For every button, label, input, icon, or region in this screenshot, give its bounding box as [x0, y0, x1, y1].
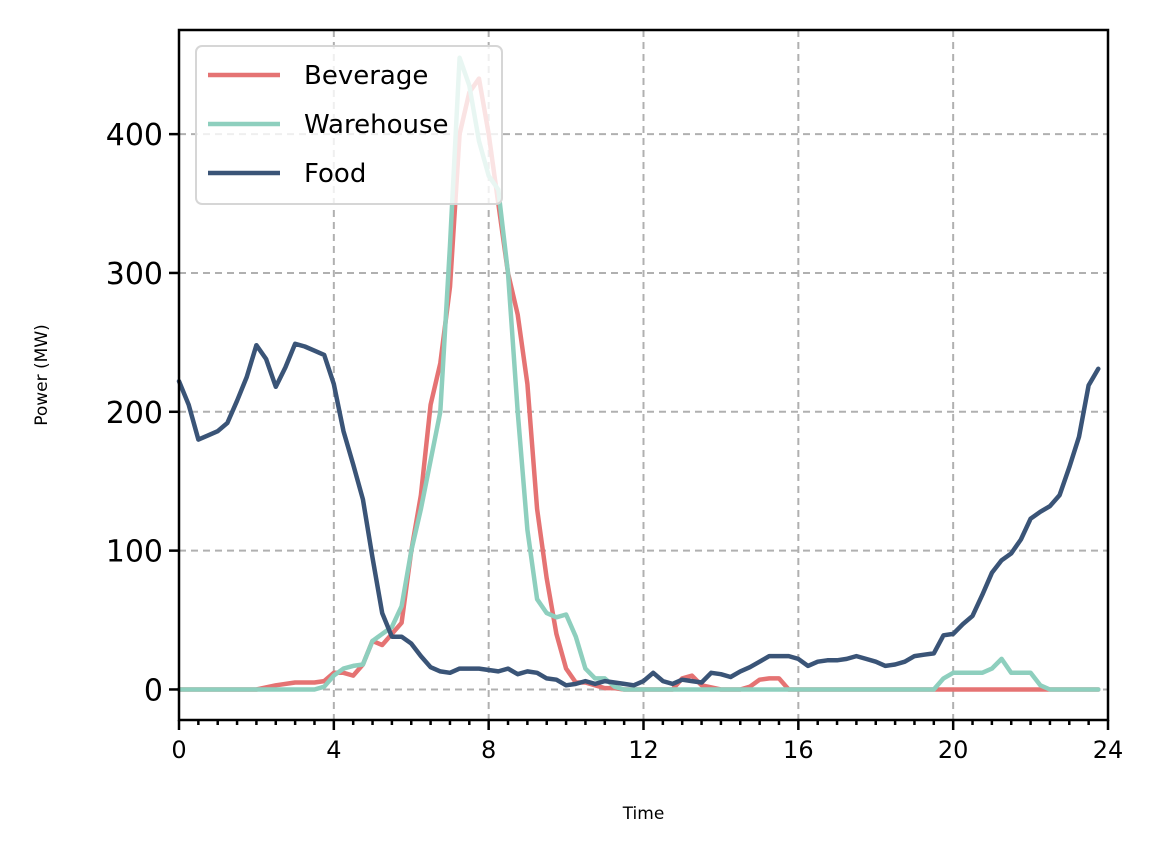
y-tick-label: 100	[106, 535, 163, 570]
y-tick-label: 200	[106, 396, 163, 431]
legend-box	[195, 45, 503, 205]
x-axis-label: Time	[622, 804, 665, 824]
legend-label-warehouse: Warehouse	[304, 110, 449, 140]
x-tick-label: 16	[783, 736, 814, 764]
x-tick-label: 8	[481, 736, 496, 764]
y-axis-label: Power (MW)	[32, 324, 52, 426]
x-tick-label: 20	[938, 736, 969, 764]
x-tick-label: 12	[628, 736, 659, 764]
legend-label-food: Food	[304, 159, 366, 189]
y-tick-label: 400	[106, 118, 163, 153]
x-tick-label: 0	[171, 736, 186, 764]
x-tick-label: 24	[1093, 736, 1124, 764]
series-line-warehouse	[176, 55, 1101, 692]
x-tick-label: 4	[326, 736, 341, 764]
axis-ticks: 0 4 8 12 16 20 24 0 100 200 300 400	[106, 118, 1124, 764]
series-lines	[176, 55, 1101, 692]
y-tick-label: 0	[144, 673, 163, 708]
legend-label-beverage: Beverage	[304, 61, 428, 91]
legend: Beverage Warehouse Food	[195, 45, 503, 205]
series-line-food	[176, 341, 1101, 688]
y-tick-label: 300	[106, 257, 163, 292]
